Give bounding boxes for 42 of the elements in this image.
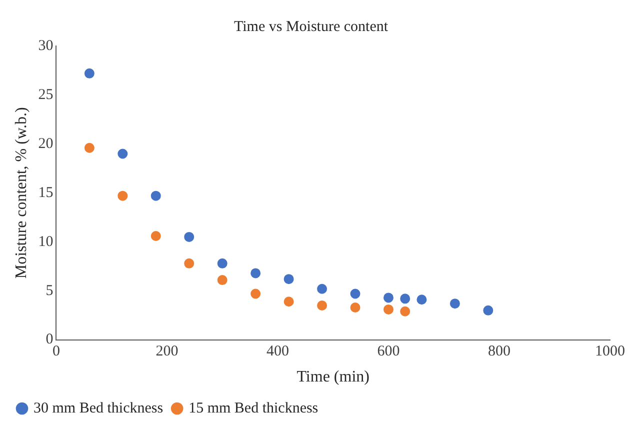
point (383, 292, 394, 303)
point (350, 302, 360, 312)
point (217, 275, 228, 286)
point (118, 190, 128, 201)
point (150, 230, 161, 241)
legend-label: 30 mm Bed thickness (34, 400, 164, 416)
point (450, 298, 460, 309)
point (317, 300, 328, 311)
point (184, 232, 194, 242)
point (84, 68, 94, 78)
point (118, 148, 128, 159)
point (284, 296, 294, 307)
point (217, 258, 228, 268)
y-tick-label: 0 (46, 332, 54, 348)
y-tick-label: 10 (38, 234, 54, 250)
point (150, 190, 161, 201)
y-tick-label: 20 (38, 136, 54, 152)
chart-title: Time vs Moisture content (234, 18, 389, 35)
x-tick-label: 600 (377, 344, 400, 360)
x-tick-label: 1000 (595, 344, 625, 360)
point (400, 294, 410, 304)
x-tick-label: 200 (156, 344, 178, 360)
legend-label: 15 mm Bed thickness (188, 400, 318, 416)
point (416, 294, 427, 305)
point (250, 268, 261, 278)
point (350, 288, 360, 299)
point (184, 258, 194, 268)
point (250, 288, 261, 299)
y-tick-label: 30 (38, 38, 54, 54)
point (483, 305, 494, 316)
point (284, 274, 294, 284)
x-axis-title: Time (min) (296, 368, 370, 386)
point (400, 306, 410, 316)
x-tick-label: 800 (488, 344, 510, 360)
point (317, 284, 328, 294)
y-tick-label: 25 (38, 86, 54, 103)
y-tick-label: 15 (38, 184, 54, 201)
point (383, 304, 394, 314)
y-tick-label: 5 (46, 282, 54, 299)
x-tick-label: 400 (266, 344, 289, 360)
y-axis-title: Moisture content, % (w.b.) (12, 107, 30, 279)
point (84, 142, 94, 153)
